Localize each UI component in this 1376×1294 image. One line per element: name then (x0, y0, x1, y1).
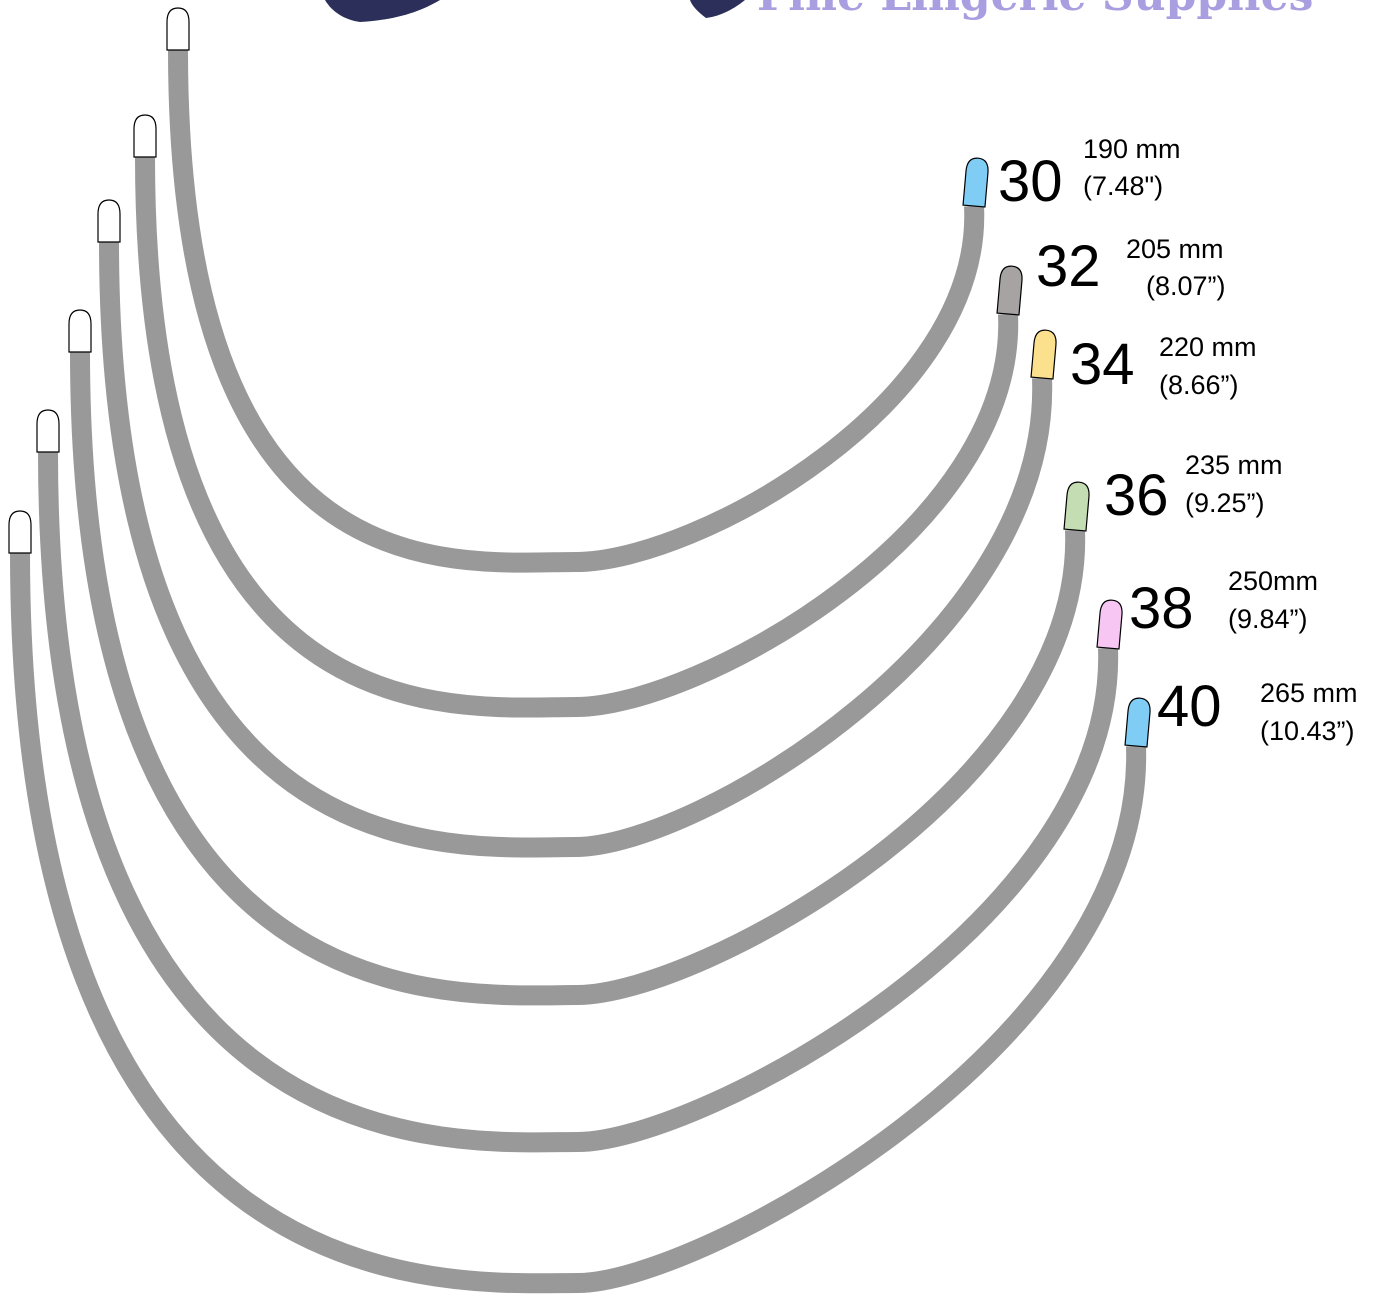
label-size-34: 34 220 mm (8.66”) (1070, 332, 1257, 400)
label-size-32: 32 205 mm (8.07”) (1036, 234, 1226, 301)
wire-tip-left (133, 114, 157, 158)
label-size-30: 30 190 mm (7.48") (998, 134, 1181, 214)
size-number: 30 (998, 149, 1063, 214)
size-number: 40 (1157, 674, 1222, 739)
wire-tip-right (996, 265, 1023, 316)
wire-tip-right (1063, 481, 1090, 532)
size-number: 38 (1129, 576, 1194, 641)
length-mm: 235 mm (1185, 450, 1283, 480)
wire-tip-left (8, 510, 32, 554)
wire-tip-left (97, 199, 121, 243)
moon-logo-icon (325, 0, 440, 22)
wire-arc (135, 156, 1019, 718)
crescent-logo-icon (690, 0, 745, 18)
wire-tip-left (36, 409, 60, 453)
length-inches: (10.43”) (1260, 716, 1355, 746)
wire-tip-right (1124, 697, 1151, 748)
wire-tip-right (1030, 329, 1057, 380)
wire-size-36 (68, 309, 1090, 1006)
wire-size-30 (166, 7, 989, 573)
length-inches: (7.48") (1083, 171, 1163, 201)
wire-arc (99, 241, 1053, 858)
label-size-36: 36 235 mm (9.25”) (1104, 450, 1283, 528)
label-size-38: 38 250mm (9.84”) (1129, 566, 1318, 641)
length-mm: 190 mm (1083, 134, 1181, 164)
wire-size-34 (97, 199, 1057, 858)
wire-tip-right (1096, 599, 1123, 650)
size-labels: 30 190 mm (7.48") 32 205 mm (8.07”) 34 220 mm (8… (998, 134, 1358, 746)
wire-size-38 (36, 409, 1123, 1153)
wire-tip-left (166, 7, 190, 51)
wire-size-40 (8, 510, 1151, 1294)
size-number: 36 (1104, 463, 1169, 528)
wire-arc (168, 49, 985, 573)
wire-list (8, 7, 1151, 1294)
brand-name: Fine Lingerie Supplies (757, 0, 1313, 21)
wire-arc (70, 351, 1086, 1006)
wire-size-32 (133, 114, 1023, 718)
label-size-40: 40 265 mm (10.43”) (1157, 674, 1358, 746)
wire-arc (10, 552, 1147, 1294)
length-inches: (8.07”) (1146, 271, 1226, 301)
length-inches: (8.66”) (1159, 370, 1239, 400)
wire-tip-left (68, 309, 92, 353)
wire-arc (38, 451, 1119, 1153)
length-mm: 265 mm (1260, 678, 1358, 708)
length-mm: 205 mm (1126, 234, 1224, 264)
brand-header: Fine Lingerie Supplies (325, 0, 1313, 22)
length-mm: 250mm (1228, 566, 1318, 596)
size-number: 32 (1036, 234, 1101, 299)
length-inches: (9.84”) (1228, 604, 1308, 634)
length-mm: 220 mm (1159, 332, 1257, 362)
size-number: 34 (1070, 332, 1135, 397)
wire-tip-right (962, 157, 989, 208)
length-inches: (9.25”) (1185, 488, 1265, 518)
